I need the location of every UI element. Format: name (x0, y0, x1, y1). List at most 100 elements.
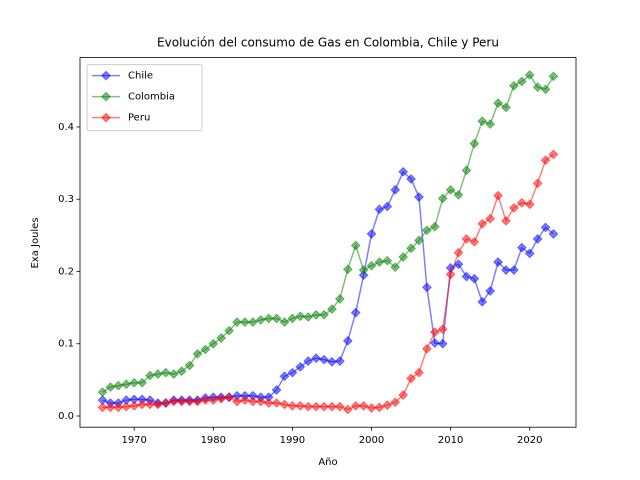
marker (208, 338, 219, 349)
marker (366, 229, 377, 239)
marker (287, 313, 298, 324)
marker (532, 178, 543, 189)
marker (224, 325, 235, 336)
legend: Chile Colombia Peru (86, 64, 203, 132)
marker (414, 367, 424, 378)
marker (508, 265, 519, 275)
x-axis-label: Año (318, 457, 337, 468)
marker (319, 354, 329, 365)
marker (216, 393, 227, 404)
legend-label: Peru (128, 113, 150, 124)
marker (414, 235, 424, 246)
marker (350, 400, 361, 411)
marker (129, 377, 140, 388)
marker (390, 262, 401, 273)
marker (279, 399, 290, 410)
marker (334, 356, 345, 366)
y-tick-label: 0.0 (58, 411, 74, 422)
x-tick-label: 2020 (517, 435, 542, 446)
marker (137, 377, 148, 388)
marker (311, 353, 322, 364)
marker (224, 392, 235, 403)
marker (532, 234, 543, 244)
marker (414, 192, 424, 202)
marker (311, 309, 322, 320)
marker (168, 396, 179, 407)
marker (153, 399, 163, 410)
marker (524, 248, 535, 259)
marker (437, 324, 448, 335)
marker (524, 199, 535, 210)
marker (160, 398, 171, 408)
marker (247, 396, 258, 407)
marker (477, 116, 488, 127)
marker (311, 401, 322, 412)
marker (350, 307, 361, 318)
marker (342, 264, 353, 275)
marker (145, 399, 155, 410)
marker (501, 215, 511, 226)
marker (516, 197, 527, 208)
legend-label: Chile (128, 71, 153, 82)
marker (176, 366, 187, 377)
marker (240, 395, 250, 406)
marker (493, 98, 503, 109)
marker (113, 402, 124, 413)
x-tick-label: 1990 (280, 435, 305, 446)
marker (216, 333, 227, 343)
x-tick-label: 1980 (201, 435, 226, 446)
marker (540, 155, 551, 166)
marker (406, 243, 416, 254)
marker (334, 294, 345, 304)
marker (429, 221, 440, 232)
marker (390, 397, 401, 408)
marker (485, 286, 496, 296)
marker (271, 385, 282, 395)
x-tick-label: 2000 (359, 435, 384, 446)
marker (145, 370, 155, 381)
marker (421, 343, 432, 354)
y-axis-label: Exa Joules (30, 217, 41, 268)
marker (295, 400, 306, 411)
marker (374, 402, 385, 413)
marker (477, 296, 488, 307)
marker (516, 76, 527, 87)
marker (358, 265, 369, 275)
x-tick-label: 1970 (121, 435, 146, 446)
legend-box (86, 64, 203, 132)
marker (240, 317, 250, 327)
marker (493, 190, 503, 201)
marker (540, 222, 551, 233)
marker (350, 240, 361, 251)
marker (247, 317, 258, 327)
marker (461, 165, 472, 176)
marker (469, 273, 480, 284)
series (97, 149, 559, 415)
marker (501, 265, 511, 275)
marker (129, 400, 140, 411)
marker (374, 257, 385, 267)
marker (421, 225, 432, 236)
legend-marker (101, 91, 111, 102)
marker (398, 252, 409, 262)
marker (303, 312, 314, 322)
marker (398, 166, 409, 177)
marker (461, 234, 472, 244)
marker (374, 204, 385, 215)
marker (382, 255, 393, 266)
chart-title: Evolución del consumo de Gas en Colombia… (157, 36, 499, 50)
marker (295, 311, 306, 322)
marker (469, 138, 480, 149)
axes-frame (79, 57, 577, 428)
marker (508, 202, 519, 213)
marker (406, 373, 416, 384)
legend-label: Colombia (128, 92, 175, 103)
marker (485, 119, 496, 129)
marker (319, 309, 329, 320)
marker (437, 338, 448, 349)
marker (508, 80, 519, 91)
marker (469, 236, 480, 247)
marker (192, 348, 203, 359)
marker (524, 70, 535, 80)
marker (327, 356, 337, 367)
